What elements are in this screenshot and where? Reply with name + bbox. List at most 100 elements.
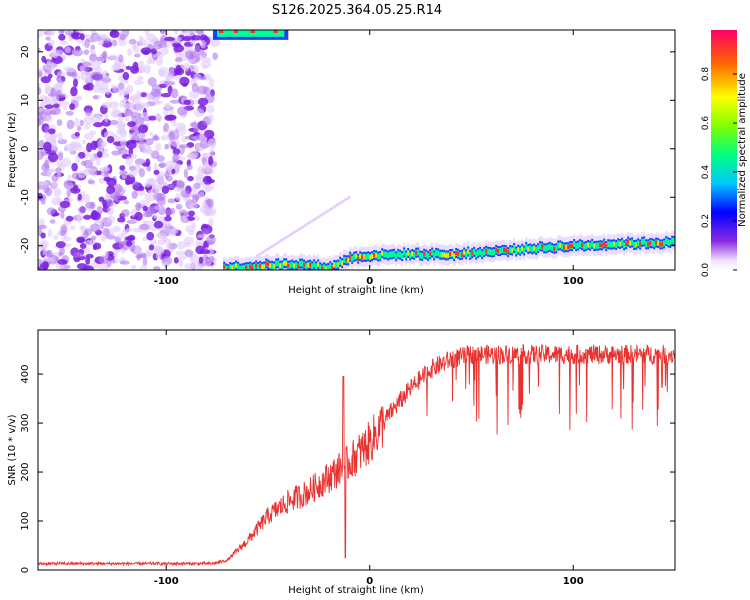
- noise-blob: [162, 262, 171, 267]
- noise-blob: [57, 259, 68, 265]
- noise-blob: [166, 114, 177, 121]
- track-peak: [495, 247, 499, 252]
- noise-blob: [58, 33, 66, 41]
- track-peak: [505, 248, 509, 253]
- noise-blob: [207, 138, 217, 149]
- track-inner: [545, 245, 548, 252]
- noise-blob: [40, 76, 51, 84]
- noise-blob: [172, 42, 182, 48]
- track-peak: [507, 250, 511, 255]
- noise-blob: [70, 86, 78, 97]
- track-peak: [285, 261, 288, 266]
- noise-blob: [119, 260, 130, 265]
- noise-blob: [125, 65, 132, 70]
- track-inner: [673, 238, 675, 244]
- noise-blob: [74, 131, 80, 137]
- track-peak: [309, 262, 313, 267]
- track-inner: [597, 242, 600, 249]
- track-peak: [423, 251, 427, 256]
- noise-blob: [187, 210, 195, 217]
- noise-blob: [83, 214, 92, 220]
- noise-blob: [38, 87, 42, 95]
- noise-blob: [56, 77, 62, 82]
- noise-blob: [163, 122, 170, 132]
- noise-blob: [183, 236, 195, 245]
- noise-blob: [200, 60, 212, 69]
- noise-blob: [64, 143, 75, 151]
- noise-blob: [135, 202, 142, 212]
- noise-blob: [195, 133, 207, 141]
- noise-blob: [55, 167, 62, 173]
- track-inner: [499, 248, 502, 255]
- noise-blob: [195, 54, 201, 63]
- track-inner: [543, 245, 546, 252]
- track-inner: [515, 248, 518, 255]
- noise-blob: [182, 36, 192, 42]
- noise-blob: [38, 70, 43, 78]
- noise-blob: [50, 48, 60, 59]
- noise-blob: [194, 215, 200, 221]
- track-peak: [541, 244, 545, 249]
- streak-dot: [322, 212, 325, 216]
- noise-blob: [60, 230, 66, 236]
- noise-blob: [184, 249, 193, 258]
- track-inner: [387, 252, 390, 259]
- noise-blob: [130, 65, 139, 74]
- noise-blob: [90, 211, 101, 221]
- noise-blob: [198, 191, 205, 199]
- noise-blob: [77, 170, 86, 179]
- noise-blob: [38, 180, 48, 186]
- top-band-peak: [219, 30, 224, 33]
- noise-blob: [77, 206, 87, 213]
- noise-blob: [62, 106, 67, 111]
- track-peak: [331, 265, 335, 270]
- noise-blob: [126, 219, 138, 224]
- noise-blob: [194, 108, 205, 118]
- noise-blob: [111, 64, 121, 72]
- noise-blob: [148, 131, 154, 137]
- noise-blob: [153, 169, 160, 175]
- noise-blob: [208, 255, 215, 262]
- noise-blob: [128, 170, 137, 178]
- noise-blob: [179, 76, 190, 86]
- track-inner: [575, 243, 578, 250]
- track-peak: [587, 242, 590, 247]
- noise-blob: [179, 209, 188, 217]
- noise-blob: [63, 179, 73, 190]
- noise-blob: [90, 114, 102, 123]
- x-tick-label: 0: [366, 276, 373, 287]
- track-inner: [243, 264, 246, 270]
- noise-blob: [177, 106, 188, 116]
- noise-blob: [163, 108, 169, 117]
- noise-blob: [43, 257, 54, 262]
- track-peak: [463, 250, 466, 255]
- noise-blob: [66, 71, 76, 76]
- noise-blob: [193, 126, 199, 133]
- top-band-peak: [273, 30, 278, 33]
- noise-blob: [144, 192, 156, 202]
- track-inner: [611, 241, 614, 248]
- track-peak: [619, 242, 622, 246]
- noise-blob: [103, 152, 110, 158]
- track-peak: [497, 249, 501, 253]
- track-inner: [631, 239, 634, 246]
- noise-blob: [186, 164, 193, 171]
- y-tick-label: 0: [20, 146, 31, 152]
- track-peak: [267, 262, 271, 267]
- y-tick-label: 300: [20, 414, 31, 433]
- track-peak: [249, 264, 253, 269]
- noise-blob: [173, 257, 179, 264]
- track-peak: [347, 258, 350, 263]
- track-peak: [287, 263, 291, 268]
- noise-blob: [38, 192, 43, 200]
- track-inner: [365, 253, 368, 260]
- noise-blob: [138, 168, 145, 178]
- track-inner: [609, 241, 612, 248]
- noise-blob: [83, 193, 91, 203]
- noise-blob: [116, 121, 126, 130]
- noise-blob: [82, 84, 91, 91]
- streak-dot: [310, 219, 314, 223]
- track-inner: [431, 249, 434, 256]
- noise-blob: [206, 235, 216, 246]
- noise-blob: [125, 180, 131, 185]
